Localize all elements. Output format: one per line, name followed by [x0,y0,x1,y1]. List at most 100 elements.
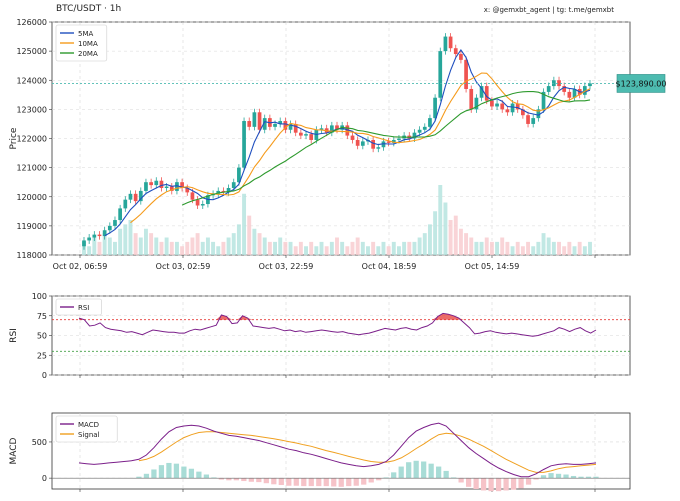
price-panel: 118000 119000 120000 121000 122000 123000 1240… [9,18,666,271]
volume-bar [427,224,432,255]
candle-body [381,141,386,148]
macd-panel: 0 500 MACD MACD Signal [9,412,631,492]
candle-body [159,180,164,189]
volume-bar [283,241,288,255]
candle-body [433,97,437,119]
macd-ytick-label-0: 0 [42,474,47,483]
candle-body [293,123,298,133]
macd-histogram-bar [443,470,449,479]
volume-bar [557,241,561,255]
candle-body [319,128,324,130]
candle-body [82,240,86,247]
macd-histogram-bar [548,473,554,479]
volume-bar [510,246,515,255]
macd-histogram-bar [585,476,592,479]
macd-histogram-bar [398,466,404,479]
price-ytick-label-3: 121000 [16,164,47,173]
candle-body [257,112,262,130]
volume-bar [396,246,401,255]
candle-body [386,141,391,143]
macd-histogram-bar [331,478,337,487]
macd-histogram-bar [158,465,165,479]
macd-histogram-bar [413,460,419,479]
volume-bar [422,233,427,255]
volume-bar [479,241,484,255]
candle-body [226,188,231,193]
macd-histogram-bar [323,478,329,487]
volume-bar [190,237,195,255]
volume-bar [273,241,278,255]
candle-body [453,48,458,55]
candle-body [515,103,520,110]
current-price-label: $123,890.00 [616,79,667,88]
macd-histogram-bar [211,477,217,479]
candle-body [557,80,561,87]
candle-body [536,109,541,119]
macd-histogram-bar [278,478,284,486]
macd-ytick-label-1: 500 [32,438,47,447]
candle-body [588,83,592,87]
volume-bar [464,233,469,255]
macd-histogram-bar [143,473,150,479]
macd-line [78,422,597,478]
volume-bar [221,241,226,255]
volume-bar [458,228,463,255]
macd-frame [51,412,631,490]
candle-body [391,139,396,143]
macd-histogram-bar [480,478,487,491]
candle-body [133,193,138,202]
volume-bar [371,241,376,255]
price-xtick-label-2: Oct 03, 22:59 [259,262,314,271]
candle-body [495,103,499,107]
macd-histogram-bar [316,478,322,487]
price-xtick-label-1: Oct 03, 02:59 [156,262,211,271]
candle-body [479,86,484,98]
macd-histogram-bar [458,478,464,483]
candle-body [252,112,257,127]
macd-histogram-bar [540,475,547,479]
volume-bar [567,241,572,255]
macd-histogram-bar [346,478,352,487]
volume-bar [360,241,365,255]
volume-bar [526,241,531,255]
macd-histogram-bar [233,478,239,481]
candle-body [123,199,128,209]
candle-body [443,36,448,52]
candle-body [360,141,365,146]
candle-body [283,121,288,130]
macd-legend-label-1: Signal [78,431,100,439]
volume-bar [335,237,339,255]
candle-body [190,192,195,200]
macd-histogram-bar [593,476,599,479]
candle-body [138,190,143,202]
macd-histogram-bar [533,478,539,480]
macd-histogram-bar [578,476,584,479]
macd-histogram-bar [451,477,457,479]
candle-body [149,182,153,186]
macd-axis-label: MACD [9,437,19,464]
candle-body [459,54,463,60]
candle-body [428,118,432,127]
rsi-ytick-label-4: 100 [32,292,47,301]
volume-bar [252,228,257,255]
price-xtick-label-0: Oct 02, 06:59 [53,262,108,271]
candle-body [448,36,453,49]
candle-body [97,234,102,237]
candle-body [175,182,179,191]
volume-bar [138,237,143,255]
candle-body [87,237,92,241]
candle-body [582,86,587,95]
macd-histogram-bar [488,478,494,492]
volume-bar [443,202,448,255]
candle-body [262,118,267,130]
macd-histogram-bar [203,474,209,479]
volume-bar [154,237,159,255]
volume-bar [309,241,314,255]
volume-bar [288,241,293,255]
volume-bar [433,211,438,255]
candle-body [371,139,376,149]
macd-histogram-bar [473,478,479,489]
macd-histogram-bar [181,466,187,479]
candle-body [526,115,530,124]
